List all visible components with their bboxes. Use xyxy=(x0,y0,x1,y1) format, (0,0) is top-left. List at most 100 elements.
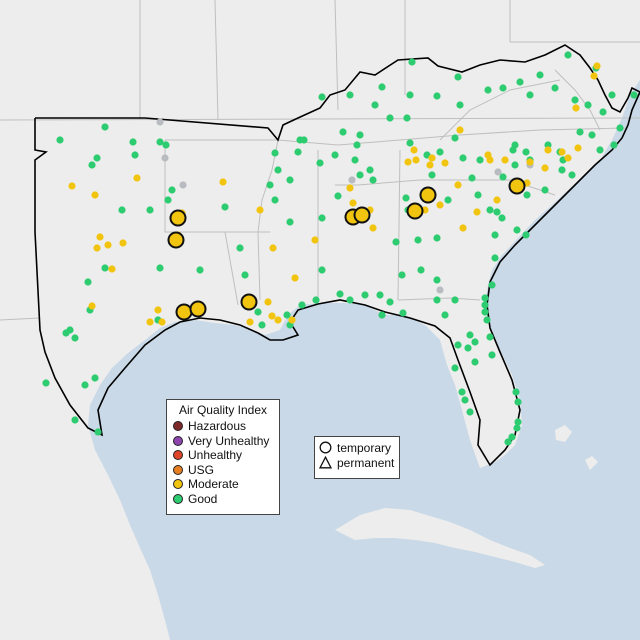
monitor-moderate[interactable] xyxy=(526,158,534,166)
monitor-good[interactable] xyxy=(334,192,342,200)
monitor-moderate[interactable] xyxy=(501,156,509,164)
monitor-good[interactable] xyxy=(454,341,462,349)
monitor-good[interactable] xyxy=(353,141,361,149)
monitor-good[interactable] xyxy=(346,91,354,99)
monitor-good[interactable] xyxy=(62,329,70,337)
monitor-no-data[interactable] xyxy=(436,286,444,294)
monitor-good[interactable] xyxy=(484,86,492,94)
monitor-good[interactable] xyxy=(386,298,394,306)
monitor-good[interactable] xyxy=(471,338,479,346)
monitor-good[interactable] xyxy=(571,96,579,104)
monitor-no-data[interactable] xyxy=(494,168,502,176)
monitor-good[interactable] xyxy=(318,93,326,101)
monitor-moderate[interactable] xyxy=(291,274,299,282)
monitor-good[interactable] xyxy=(599,108,607,116)
monitor-moderate[interactable] xyxy=(104,241,112,249)
monitor-good[interactable] xyxy=(536,71,544,79)
monitor-good[interactable] xyxy=(417,266,425,274)
monitor-good[interactable] xyxy=(196,266,204,274)
temporary-monitor-moderate[interactable] xyxy=(508,177,526,195)
monitor-good[interactable] xyxy=(551,84,559,92)
monitor-good[interactable] xyxy=(356,131,364,139)
monitor-good[interactable] xyxy=(406,91,414,99)
monitor-good[interactable] xyxy=(512,388,520,396)
monitor-good[interactable] xyxy=(523,191,531,199)
monitor-good[interactable] xyxy=(286,176,294,184)
monitor-good[interactable] xyxy=(451,134,459,142)
monitor-good[interactable] xyxy=(541,186,549,194)
monitor-moderate[interactable] xyxy=(572,104,580,112)
monitor-moderate[interactable] xyxy=(133,174,141,182)
monitor-good[interactable] xyxy=(474,191,482,199)
monitor-moderate[interactable] xyxy=(96,233,104,241)
monitor-moderate[interactable] xyxy=(590,72,598,80)
monitor-good[interactable] xyxy=(402,194,410,202)
monitor-good[interactable] xyxy=(318,266,326,274)
monitor-good[interactable] xyxy=(146,206,154,214)
temporary-monitor-moderate[interactable] xyxy=(169,209,187,227)
monitor-good[interactable] xyxy=(164,196,172,204)
monitor-good[interactable] xyxy=(71,416,79,424)
monitor-good[interactable] xyxy=(129,138,137,146)
monitor-no-data[interactable] xyxy=(348,176,356,184)
monitor-good[interactable] xyxy=(461,396,469,404)
monitor-good[interactable] xyxy=(101,264,109,272)
monitor-good[interactable] xyxy=(91,374,99,382)
monitor-good[interactable] xyxy=(408,58,416,66)
monitor-good[interactable] xyxy=(491,254,499,262)
monitor-moderate[interactable] xyxy=(454,181,462,189)
monitor-good[interactable] xyxy=(608,91,616,99)
monitor-good[interactable] xyxy=(486,206,494,214)
monitor-good[interactable] xyxy=(558,166,566,174)
monitor-moderate[interactable] xyxy=(146,318,154,326)
monitor-moderate[interactable] xyxy=(574,144,582,152)
monitor-good[interactable] xyxy=(588,131,596,139)
monitor-good[interactable] xyxy=(433,234,441,242)
monitor-good[interactable] xyxy=(318,214,326,222)
monitor-good[interactable] xyxy=(300,136,308,144)
monitor-good[interactable] xyxy=(458,388,466,396)
monitor-good[interactable] xyxy=(351,156,359,164)
monitor-good[interactable] xyxy=(522,148,530,156)
temporary-monitor-moderate[interactable] xyxy=(353,206,371,224)
monitor-good[interactable] xyxy=(428,171,436,179)
monitor-good[interactable] xyxy=(441,311,449,319)
monitor-good[interactable] xyxy=(564,51,572,59)
monitor-good[interactable] xyxy=(274,166,282,174)
monitor-good[interactable] xyxy=(509,146,517,154)
monitor-good[interactable] xyxy=(162,141,170,149)
monitor-no-data[interactable] xyxy=(156,118,164,126)
monitor-moderate[interactable] xyxy=(486,156,494,164)
monitor-moderate[interactable] xyxy=(88,302,96,310)
monitor-good[interactable] xyxy=(508,433,516,441)
monitor-good[interactable] xyxy=(286,218,294,226)
monitor-moderate[interactable] xyxy=(564,154,572,162)
monitor-good[interactable] xyxy=(630,91,638,99)
monitor-good[interactable] xyxy=(266,181,274,189)
monitor-good[interactable] xyxy=(346,296,354,304)
monitor-moderate[interactable] xyxy=(269,244,277,252)
monitor-moderate[interactable] xyxy=(119,239,127,247)
monitor-good[interactable] xyxy=(398,271,406,279)
monitor-good[interactable] xyxy=(258,321,266,329)
monitor-good[interactable] xyxy=(399,309,407,317)
monitor-good[interactable] xyxy=(168,186,176,194)
monitor-moderate[interactable] xyxy=(544,146,552,154)
monitor-good[interactable] xyxy=(376,291,384,299)
monitor-moderate[interactable] xyxy=(268,312,276,320)
monitor-good[interactable] xyxy=(312,296,320,304)
monitor-good[interactable] xyxy=(466,408,474,416)
monitor-moderate[interactable] xyxy=(541,164,549,172)
monitor-good[interactable] xyxy=(294,148,302,156)
monitor-good[interactable] xyxy=(498,214,506,222)
monitor-moderate[interactable] xyxy=(558,148,566,156)
monitor-good[interactable] xyxy=(464,344,472,352)
monitor-good[interactable] xyxy=(444,196,452,204)
monitor-moderate[interactable] xyxy=(158,318,166,326)
monitor-good[interactable] xyxy=(298,301,306,309)
monitor-moderate[interactable] xyxy=(410,146,418,154)
monitor-good[interactable] xyxy=(471,358,479,366)
monitor-good[interactable] xyxy=(491,231,499,239)
monitor-good[interactable] xyxy=(451,296,459,304)
monitor-good[interactable] xyxy=(584,101,592,109)
